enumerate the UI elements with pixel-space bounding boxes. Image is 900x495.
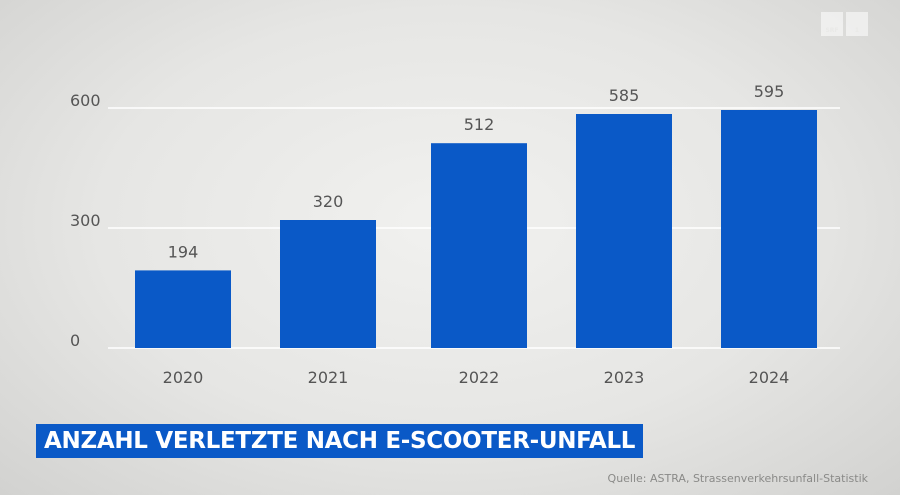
srf-logo-text: SRF — [821, 12, 843, 36]
x-tick-label-2023: 2023 — [604, 368, 645, 387]
y-tick-label: 0 — [70, 331, 80, 350]
chart-title: ANZAHL VERLETZTE NACH E-SCOOTER-UNFALL — [36, 424, 644, 458]
data-label-2022: 512 — [464, 115, 495, 134]
data-label-2020: 194 — [168, 242, 199, 261]
x-tick-label-2020: 2020 — [163, 368, 204, 387]
x-tick-label-2021: 2021 — [308, 368, 349, 387]
y-tick-label: 600 — [70, 91, 101, 110]
x-tick-label-2022: 2022 — [459, 368, 500, 387]
srf-logo-one: 1 — [846, 12, 868, 36]
bar-2023 — [576, 114, 672, 348]
bar-2021 — [280, 220, 376, 348]
data-label-2021: 320 — [313, 192, 344, 211]
x-tick-label-2024: 2024 — [749, 368, 790, 387]
data-label-2023: 585 — [609, 86, 640, 105]
bar-2024 — [721, 110, 817, 348]
source-note: Quelle: ASTRA, Strassenverkehrsunfall-St… — [607, 472, 868, 485]
srf-logo: SRF 1 — [821, 12, 868, 36]
data-label-2024: 595 — [754, 82, 785, 101]
bar-2022 — [431, 143, 527, 348]
bar-2020 — [135, 270, 231, 348]
y-tick-label: 300 — [70, 211, 101, 230]
